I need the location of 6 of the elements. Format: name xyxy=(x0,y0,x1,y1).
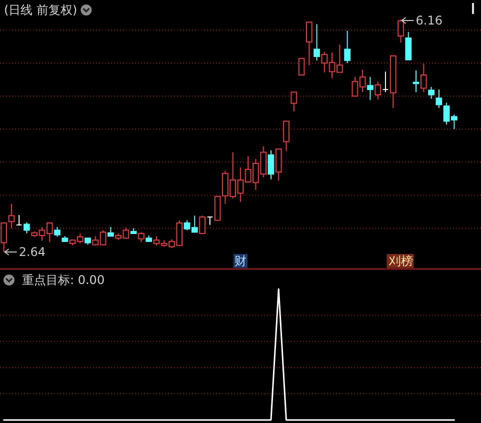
annotation: 2.64 xyxy=(18,245,46,259)
chart-title: (日线 前复权) xyxy=(4,3,78,17)
tag: 财 xyxy=(233,254,248,268)
tag: 刈榜 xyxy=(386,254,414,268)
chart-title: 重点目标: 0.00 xyxy=(22,273,105,287)
annotation: 6.16 xyxy=(416,14,442,28)
